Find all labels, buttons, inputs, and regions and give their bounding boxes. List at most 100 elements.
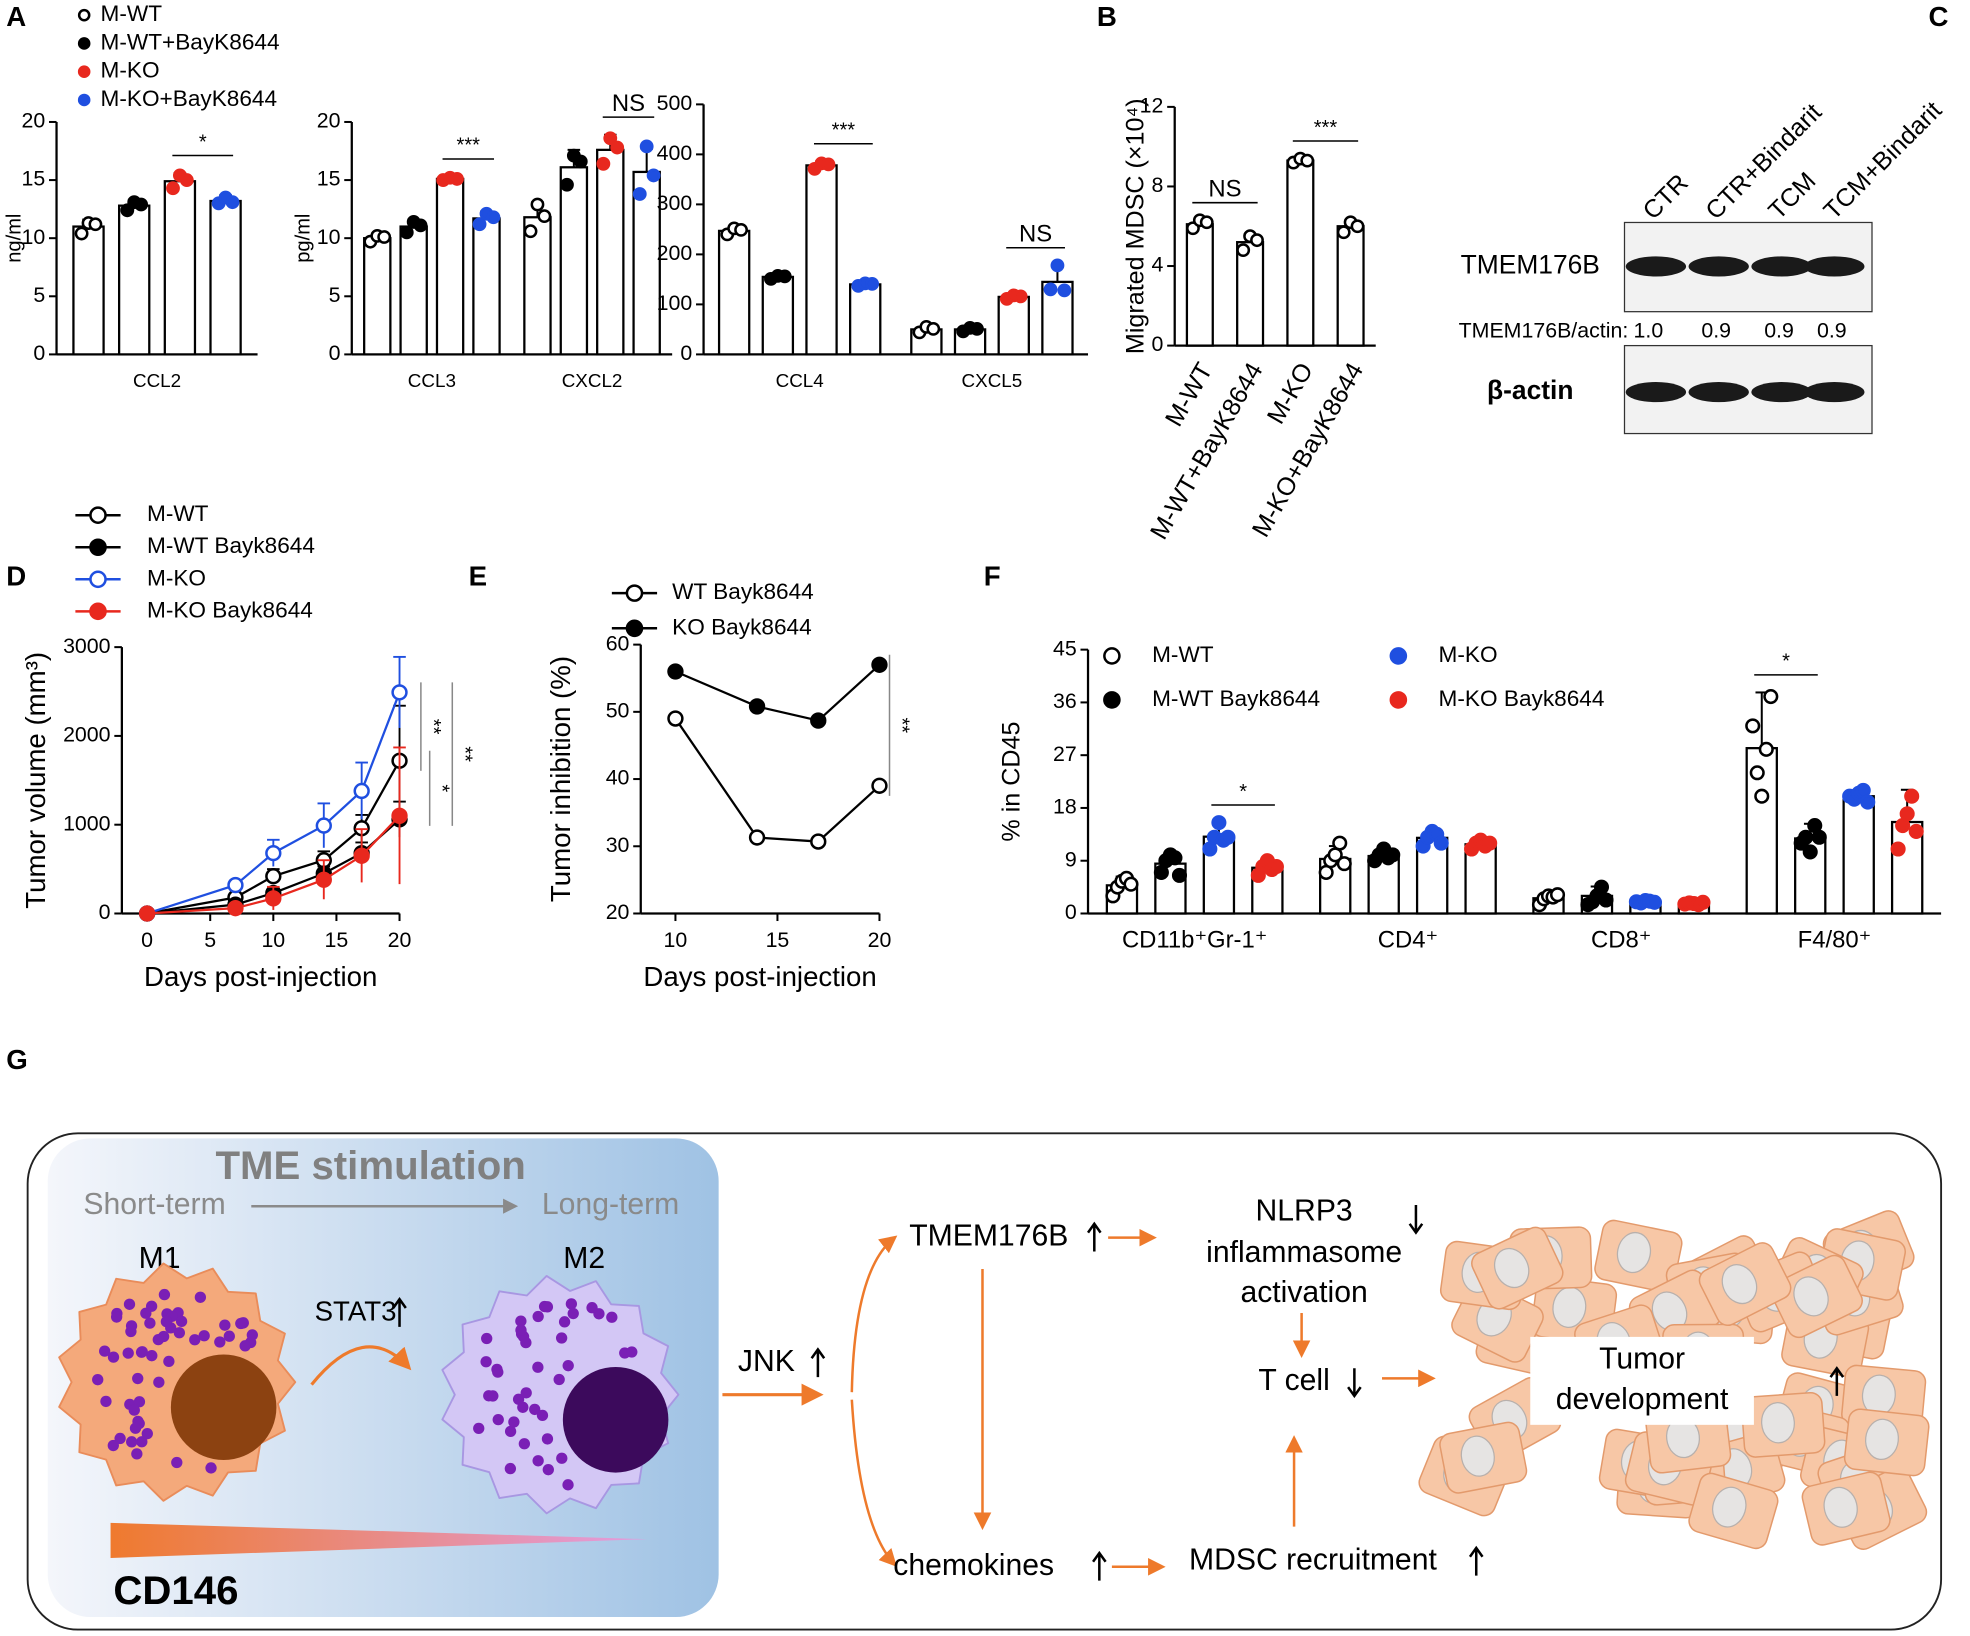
- data-point: [1758, 741, 1774, 757]
- cd146-gradient: [110, 1522, 648, 1559]
- data-point: [926, 321, 941, 336]
- y-tick-label: 200: [657, 241, 693, 265]
- data-point: [1899, 806, 1915, 822]
- lane-label: TCM: [1763, 167, 1821, 225]
- y-tick-label: 8: [1152, 173, 1164, 197]
- cd146-label: CD146: [113, 1568, 238, 1613]
- granule: [132, 1372, 144, 1385]
- long-term: Long-term: [542, 1188, 679, 1221]
- granule: [173, 1327, 186, 1339]
- y-tick-label: 0: [329, 341, 341, 365]
- y-tick-label: 30: [606, 833, 630, 857]
- legend-label: M-WT: [101, 1, 163, 26]
- data-point: [166, 181, 180, 196]
- flow-arrow: [850, 1235, 898, 1393]
- y-tick-label: 5: [33, 283, 45, 307]
- y-tick-label: 18: [1053, 795, 1077, 819]
- data-point: [353, 847, 370, 864]
- granule: [107, 1439, 119, 1452]
- y-tick-label: 100: [657, 291, 693, 315]
- data-point: [537, 209, 552, 224]
- x-tick-label: CD8⁺: [1591, 926, 1651, 953]
- mdsc-label: MDSC recruitment: [1189, 1544, 1437, 1577]
- x-tick-label: 5: [204, 928, 216, 952]
- tumor-nucleus: [1864, 1418, 1899, 1461]
- series-line: [146, 692, 401, 915]
- granule: [160, 1315, 173, 1328]
- significance-label: ***: [457, 135, 481, 157]
- granule: [492, 1366, 504, 1378]
- y-tick-label: 5: [329, 283, 341, 307]
- x-tick-label: F4/80⁺: [1798, 926, 1872, 953]
- legend-label: M-KO Bayk8644: [1439, 686, 1605, 711]
- row-label: β-actin: [1487, 375, 1573, 405]
- bar: [399, 225, 428, 356]
- data-point: [377, 230, 392, 244]
- data-point: [353, 782, 370, 800]
- ratio-value: 1.0: [1634, 318, 1664, 342]
- data-point: [1220, 829, 1236, 845]
- band: [1625, 382, 1687, 403]
- data-point: [134, 197, 149, 212]
- bar: [632, 170, 661, 356]
- panel-label: D: [6, 560, 26, 591]
- tumor-nucleus: [1711, 1486, 1747, 1528]
- x-tick-label: CCL3: [408, 370, 456, 391]
- granule: [586, 1302, 598, 1314]
- y-tick-label: 9: [1065, 847, 1077, 871]
- data-point: [391, 684, 408, 701]
- granule: [235, 1317, 247, 1330]
- data-point: [265, 868, 282, 885]
- data-point: [315, 817, 332, 834]
- x-tick-label: 15: [325, 928, 349, 952]
- bar: [997, 295, 1030, 356]
- granule: [626, 1346, 638, 1358]
- data-point: [265, 890, 282, 907]
- data-point: [1050, 258, 1065, 273]
- tumor-nucleus: [1823, 1486, 1858, 1528]
- data-point: [74, 226, 89, 241]
- granule: [128, 1404, 140, 1416]
- granule: [555, 1332, 568, 1344]
- granule: [567, 1307, 579, 1320]
- tumor-cell: [1770, 1254, 1863, 1339]
- tumor-label: Tumor: [1599, 1343, 1685, 1376]
- y-axis-label: Migrated MDSC (×10⁴): [1122, 98, 1150, 354]
- data-point: [646, 168, 661, 183]
- granule: [518, 1438, 531, 1450]
- tme-title: TME stimulation: [215, 1143, 525, 1188]
- tumor-label: development: [1556, 1383, 1729, 1416]
- x-tick-label: 0: [141, 928, 153, 952]
- tumor-cell: [1439, 1421, 1528, 1494]
- bar: [1336, 225, 1365, 347]
- legend-marker: [625, 584, 644, 602]
- granule: [515, 1315, 527, 1327]
- y-tick-label: 0: [680, 341, 692, 365]
- data-point: [179, 173, 194, 187]
- series-line: [146, 760, 401, 915]
- data-point: [1763, 689, 1779, 705]
- granule: [214, 1336, 226, 1348]
- data-point: [1482, 835, 1498, 851]
- data-point: [1211, 815, 1227, 831]
- panel-label: E: [469, 560, 487, 591]
- data-point: [1332, 835, 1348, 851]
- granule: [136, 1436, 148, 1448]
- x-tick-label: CXCL2: [562, 370, 623, 391]
- data-point: [1749, 765, 1765, 781]
- legend-label: M-WT Bayk8644: [147, 533, 315, 558]
- ratio-value: 0.9: [1764, 318, 1794, 342]
- granule: [136, 1346, 148, 1358]
- granule: [492, 1413, 504, 1426]
- y-tick-label: 1000: [63, 811, 111, 835]
- nlrp3-label: activation: [1240, 1276, 1367, 1309]
- granule: [558, 1316, 571, 1328]
- data-point: [1646, 894, 1663, 910]
- y-tick-label: 15: [21, 167, 45, 191]
- granule: [171, 1456, 183, 1469]
- granule: [532, 1361, 544, 1373]
- x-tick-label: CXCL5: [962, 370, 1023, 391]
- panel-label: G: [6, 1044, 28, 1075]
- legend-marker: [77, 93, 91, 107]
- flow-arrow: [850, 1399, 897, 1567]
